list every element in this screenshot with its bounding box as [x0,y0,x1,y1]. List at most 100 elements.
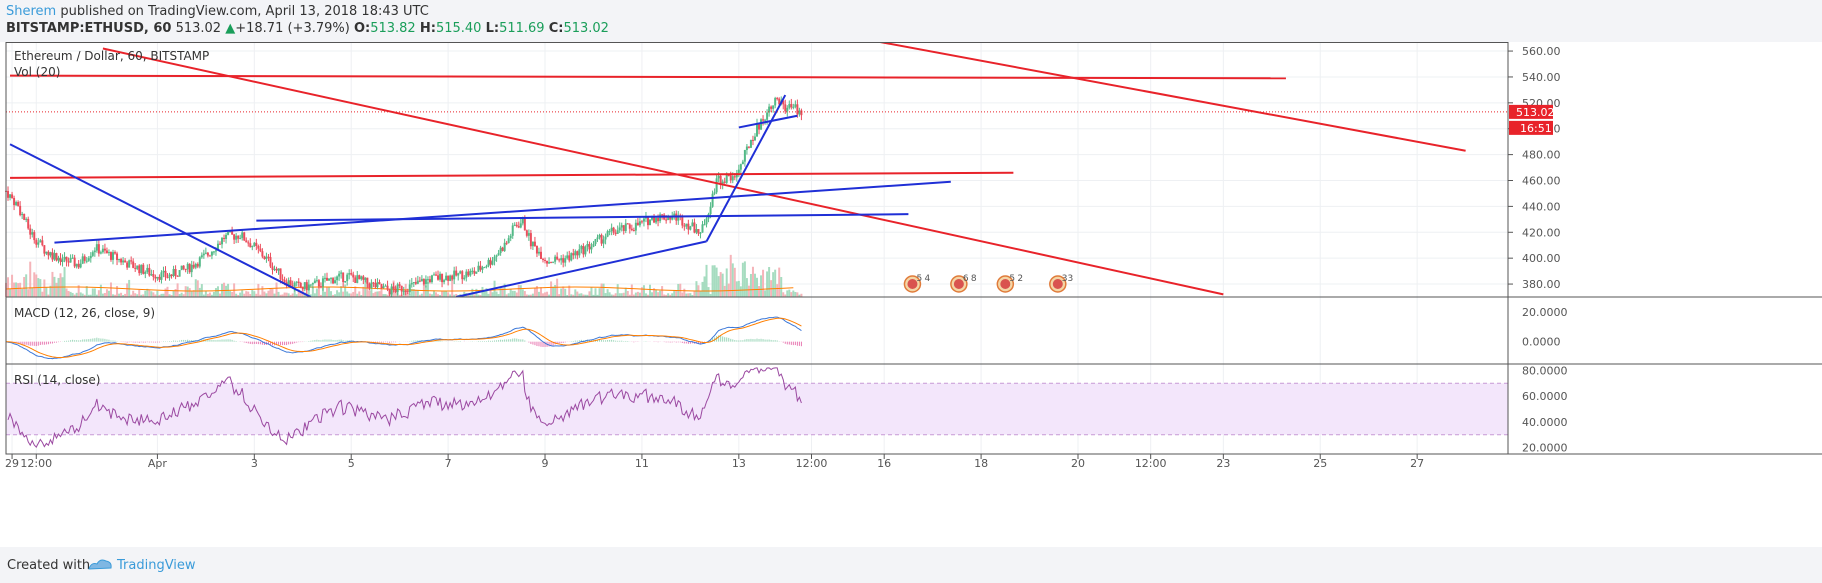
candle-body [223,237,226,239]
candle-body [642,218,645,222]
volume-bar [685,293,688,297]
event-markers[interactable]: 5 4 6 8 5 2 33 [903,274,1073,293]
candle-body [136,265,139,269]
volume-bar [701,281,704,297]
volume-bar [735,281,738,297]
candle-body [124,260,127,263]
volume-bar [398,294,401,297]
candle-body [558,259,561,261]
candle-body [572,253,575,256]
tradingview-logo-icon[interactable] [87,557,113,573]
candle-body [412,282,415,284]
candle-body [406,291,409,293]
candle-body [693,222,696,233]
volume-bar [281,294,284,297]
macd-histogram-bar [199,339,201,342]
volume-bar [325,287,328,297]
macd-histogram-bar [776,340,778,342]
macd-histogram-bar [286,341,288,346]
macd-histogram-bar [376,341,378,343]
volume-bar [737,280,740,297]
blue-trend-line[interactable] [705,94,787,242]
volume-bar [782,292,785,297]
macd-histogram-bar [282,341,284,346]
red-trend-line[interactable] [10,171,1014,179]
macd-histogram-bar [383,341,385,343]
volume-bar [784,294,787,297]
candle-body [168,274,171,278]
volume-bar [176,283,179,297]
candle-body [180,265,183,271]
volume-bar [275,282,278,297]
macd-histogram-bar [308,341,310,342]
macd-histogram-bar [156,341,158,343]
candle-body [267,256,270,258]
blue-trend-line[interactable] [455,240,707,297]
candle-body [493,256,496,262]
volume-bar [344,284,347,297]
volume-bar [295,294,298,297]
macd-histogram-bar [144,341,146,343]
volume-bar [338,292,341,297]
price-tick-label: 380.00 [1522,278,1561,291]
macd-histogram-bar [611,339,613,342]
macd-histogram-bar [435,340,437,342]
volume-bar [491,292,494,297]
red-trend-line[interactable] [879,42,1466,152]
volume-bar [336,290,339,297]
macd-histogram-bar [158,341,160,343]
candle-body [473,270,476,274]
trend-lines[interactable] [6,42,1508,297]
blue-trend-line[interactable] [256,213,909,222]
volume-bar [535,285,538,297]
volume-bar [81,293,84,297]
candle-body [608,231,611,233]
macd-histogram-bar [385,341,387,343]
volume-bar [107,290,110,297]
volume-bar [184,286,187,297]
blue-trend-line[interactable] [54,180,951,244]
volume-bar [489,289,492,297]
volume-bar [204,291,207,297]
volume-bar [683,288,686,297]
macd-histogram-bar [574,340,576,342]
candle-body [352,274,355,278]
blue-trend-line[interactable] [9,143,312,297]
author-link[interactable]: Sherem [6,4,57,19]
red-trend-line[interactable] [102,47,1224,296]
macd-histogram-bar [150,341,152,343]
macd-histogram-bar [310,340,312,342]
blue-trend-line[interactable] [738,114,798,129]
candle-body [483,267,486,269]
volume-bar [190,291,193,297]
candle-body [618,227,621,231]
macd-histogram-bar [247,341,249,344]
macd-histogram-bar [378,341,380,343]
macd-histogram-bar [334,340,336,342]
macd-histogram-bar [391,341,393,343]
low-value: 511.69 [499,21,545,36]
macd-histogram-bar [92,338,94,342]
red-trend-line[interactable] [10,74,1286,80]
volume-bar [523,291,526,297]
macd-histogram-bar [730,338,732,342]
macd-histogram-bar [27,341,29,346]
volume-bar [473,294,476,297]
volume-bar [386,294,389,297]
candle-body [511,225,514,236]
volume-bar [150,291,153,297]
macd-histogram-bar [665,341,667,343]
candle-body [590,246,593,250]
candles [5,96,803,298]
macd-histogram-bar [496,340,498,342]
candle-body [459,271,462,274]
volume-bar [376,291,379,297]
volume-bar [27,289,30,297]
candle-body [83,256,86,261]
candle-body [55,253,58,261]
tradingview-link[interactable]: TradingView [117,558,196,573]
macd-histogram-bar [108,339,110,342]
volume-bar [548,294,551,297]
